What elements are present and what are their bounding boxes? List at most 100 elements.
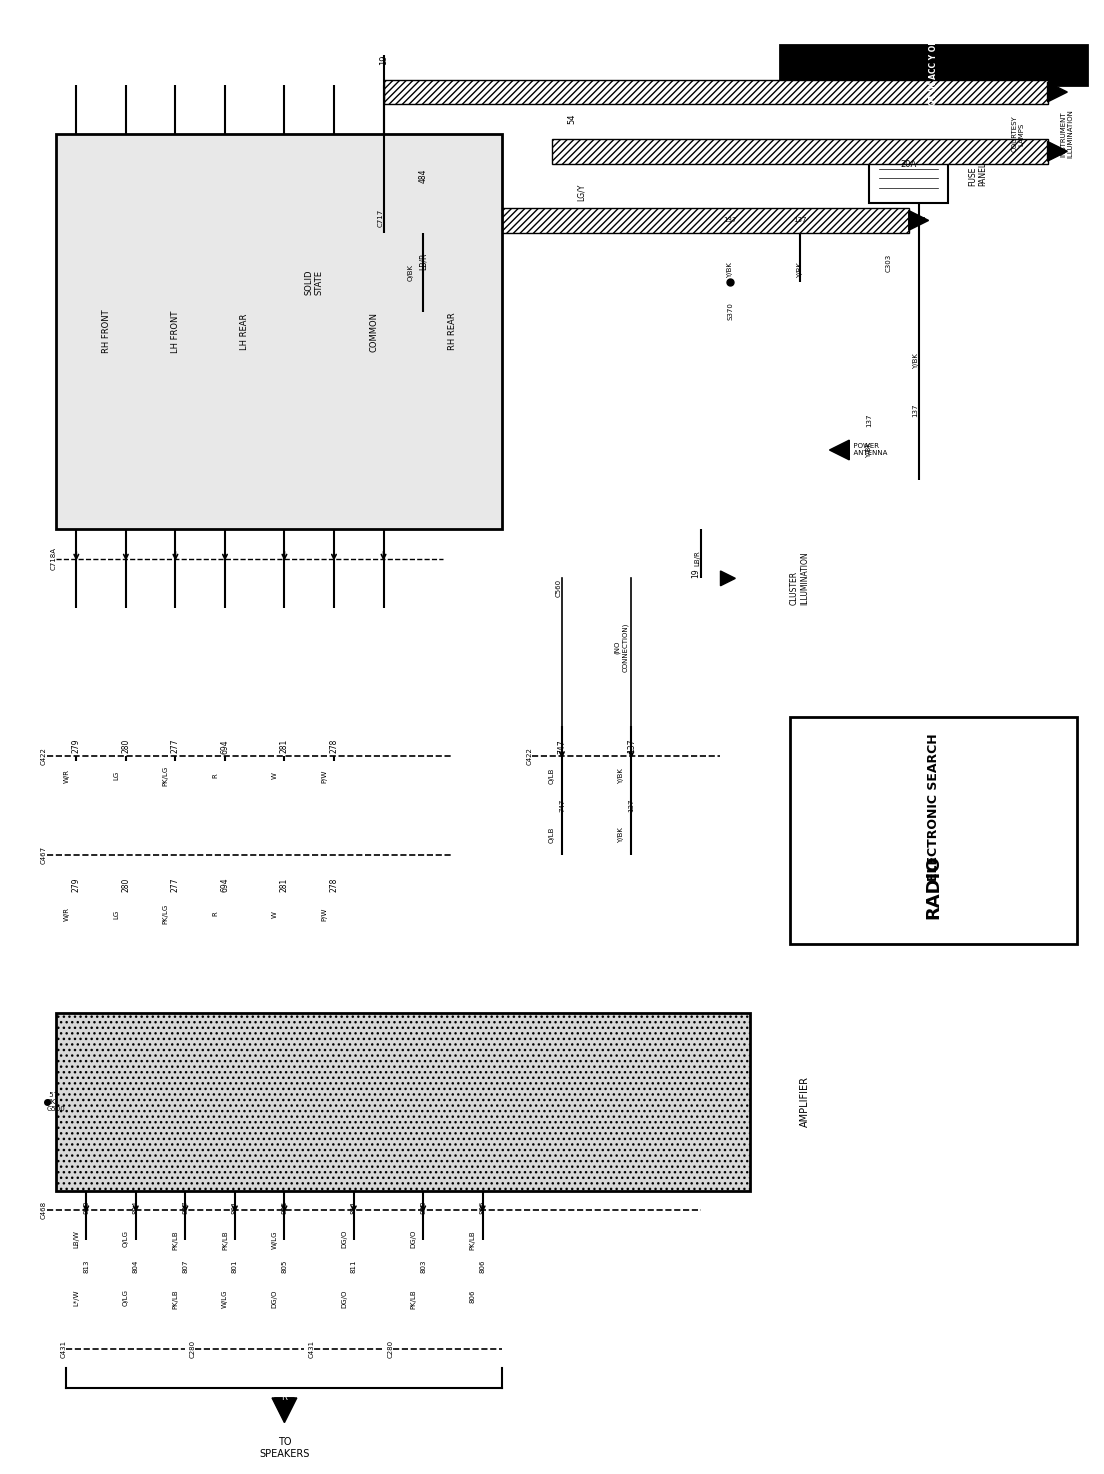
Text: LG: LG	[113, 771, 119, 780]
Text: C717: C717	[378, 209, 383, 227]
Text: C280: C280	[189, 1340, 195, 1358]
Text: 803: 803	[421, 1200, 426, 1215]
Text: C467: C467	[41, 846, 46, 864]
Text: W/LG: W/LG	[272, 1231, 277, 1248]
Text: C431: C431	[308, 1340, 315, 1358]
Text: COMMON: COMMON	[369, 311, 378, 351]
Text: 484: 484	[418, 170, 427, 183]
Bar	[383, 80, 1048, 105]
Text: Y/BK: Y/BK	[618, 768, 625, 784]
Text: R: R	[282, 1393, 287, 1402]
Polygon shape	[829, 441, 849, 460]
Text: LB/R: LB/R	[694, 551, 701, 566]
Bar	[56, 134, 502, 529]
Bar	[779, 46, 1087, 84]
Text: RH REAR: RH REAR	[448, 312, 457, 351]
Text: LB/W: LB/W	[73, 1231, 79, 1248]
Text: RH FRONT: RH FRONT	[102, 310, 110, 354]
Text: C560: C560	[556, 579, 562, 597]
Text: 813: 813	[83, 1200, 89, 1215]
Text: O/LB: O/LB	[549, 827, 555, 843]
Text: 747: 747	[558, 738, 566, 753]
Text: 137: 137	[628, 799, 635, 812]
Text: ELECTRONIC SEARCH: ELECTRONIC SEARCH	[927, 734, 940, 881]
Text: W/LG: W/LG	[222, 1290, 227, 1307]
Text: PK/LB: PK/LB	[172, 1290, 179, 1309]
Text: 278: 278	[329, 877, 339, 892]
Text: 19: 19	[691, 569, 701, 578]
Bar	[413, 208, 909, 233]
Bar	[56, 1013, 751, 1191]
Text: 804: 804	[132, 1260, 139, 1274]
Text: COURTESY
LAMPS: COURTESY LAMPS	[1011, 115, 1025, 152]
Text: DG/O: DG/O	[341, 1290, 347, 1307]
Polygon shape	[272, 1397, 297, 1422]
Text: 694: 694	[221, 738, 230, 753]
Text: Y/BK: Y/BK	[797, 262, 803, 279]
Text: O/BK: O/BK	[407, 264, 413, 280]
Text: 277: 277	[171, 738, 180, 753]
Text: Y/BK: Y/BK	[913, 354, 919, 368]
Text: 811: 811	[351, 1200, 357, 1215]
Polygon shape	[275, 1397, 295, 1418]
Text: W: W	[272, 911, 277, 917]
Text: RADIO: RADIO	[924, 855, 943, 920]
Text: LG/Y: LG/Y	[577, 183, 586, 200]
Text: 137: 137	[867, 414, 872, 427]
Text: C718A: C718A	[51, 547, 56, 570]
Text: INSTRUMENT
ILLUMINATION: INSTRUMENT ILLUMINATION	[1061, 109, 1074, 159]
Text: PK/LB: PK/LB	[222, 1231, 227, 1250]
Bar	[869, 144, 948, 203]
Text: C431: C431	[61, 1340, 66, 1358]
Text: W: W	[272, 772, 277, 780]
Text: PK/LB: PK/LB	[469, 1231, 476, 1250]
Text: 280: 280	[121, 877, 130, 892]
Text: POWER
  ANTENNA: POWER ANTENNA	[849, 444, 888, 457]
Text: 694: 694	[221, 877, 230, 892]
Bar	[789, 716, 1078, 943]
Text: LH FRONT: LH FRONT	[171, 311, 180, 352]
Text: O/LB: O/LB	[549, 768, 555, 784]
Text: 804: 804	[132, 1200, 139, 1213]
Text: 807: 807	[182, 1200, 189, 1215]
Text: C468: C468	[41, 1201, 46, 1219]
Text: FUSE
PANEL: FUSE PANEL	[968, 162, 988, 186]
Text: DG/O: DG/O	[411, 1231, 416, 1248]
Polygon shape	[909, 211, 928, 230]
Text: LG: LG	[113, 909, 119, 918]
Text: L*/W: L*/W	[73, 1290, 79, 1306]
Text: P/W: P/W	[321, 769, 327, 783]
Text: O/LG: O/LG	[123, 1231, 129, 1247]
Text: P/W: P/W	[321, 908, 327, 921]
Text: 747: 747	[559, 799, 565, 812]
Text: C280: C280	[388, 1340, 393, 1358]
Text: 137: 137	[912, 218, 925, 224]
Text: W/R: W/R	[63, 769, 70, 783]
Text: PK/LB: PK/LB	[172, 1231, 179, 1250]
Text: LH REAR: LH REAR	[241, 314, 250, 349]
Text: TO
SPEAKERS: TO SPEAKERS	[259, 1437, 309, 1459]
Text: Y/BK: Y/BK	[728, 262, 733, 279]
Text: 137: 137	[627, 738, 636, 753]
Text: 137: 137	[723, 218, 737, 224]
Text: DG/O: DG/O	[341, 1231, 347, 1248]
Text: O/LG: O/LG	[123, 1290, 129, 1306]
Text: 281: 281	[280, 877, 289, 892]
Text: CLUSTER
ILLUMINATION: CLUSTER ILLUMINATION	[789, 551, 809, 606]
Text: 277: 277	[171, 877, 180, 892]
Polygon shape	[1048, 83, 1068, 102]
Text: 805: 805	[282, 1260, 287, 1274]
Text: 801: 801	[232, 1200, 237, 1215]
Text: C303: C303	[885, 254, 892, 271]
Text: R: R	[212, 774, 219, 778]
Text: 20A: 20A	[901, 161, 917, 170]
Text: 811: 811	[351, 1260, 357, 1274]
Text: Y/BK: Y/BK	[867, 442, 872, 458]
Polygon shape	[1048, 142, 1068, 161]
Polygon shape	[721, 570, 735, 585]
Text: 57
BK
G500: 57 BK G500	[46, 1092, 65, 1111]
Text: 19: 19	[379, 55, 388, 65]
Text: 803: 803	[421, 1260, 426, 1274]
Text: S370: S370	[728, 302, 733, 320]
Text: AMPLIFIER: AMPLIFIER	[799, 1076, 809, 1128]
